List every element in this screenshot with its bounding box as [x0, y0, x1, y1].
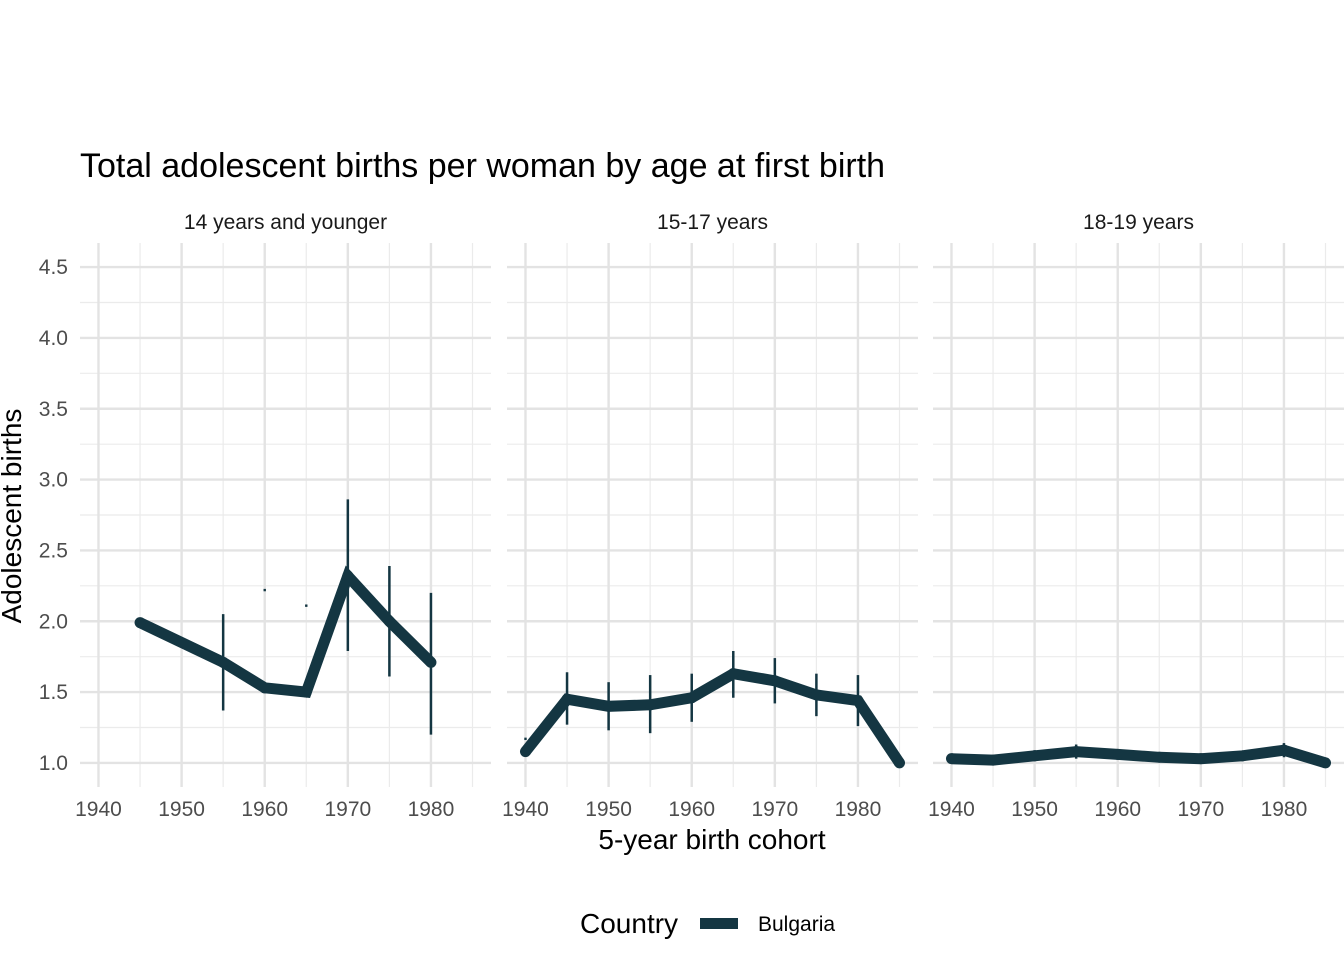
- data-point: [769, 675, 781, 687]
- x-tick-label: 1940: [502, 798, 549, 821]
- x-tick-label: 1970: [324, 798, 371, 821]
- facet-strip-label: 15-17 years: [657, 211, 768, 234]
- x-tick-label: 1980: [1261, 798, 1308, 821]
- stray-mark: [305, 604, 308, 607]
- x-tick-label: 1980: [408, 798, 455, 821]
- y-tick-label: 1.0: [39, 752, 68, 775]
- y-axis-title: Adolescent births: [0, 409, 27, 624]
- data-point: [644, 699, 656, 711]
- y-tick-label: 2.5: [39, 539, 68, 562]
- x-tick-label: 1940: [75, 798, 122, 821]
- facet-panels: 14 years and younger 1940 1950 1960 1970 1980…: [39, 211, 1344, 821]
- stray-mark: [524, 737, 527, 741]
- x-axis-title: 5-year birth cohort: [598, 824, 825, 855]
- x-tick-label: 1970: [751, 798, 798, 821]
- data-point: [1112, 748, 1124, 760]
- data-point: [134, 617, 146, 629]
- data-point: [894, 757, 906, 769]
- data-point: [300, 686, 312, 698]
- data-point: [561, 693, 573, 705]
- series-line-bulgaria: [951, 744, 1328, 769]
- x-tick-label: 1960: [1094, 798, 1141, 821]
- data-point: [603, 700, 615, 712]
- series-line-bulgaria: [137, 565, 435, 699]
- x-tick-label: 1980: [835, 798, 882, 821]
- legend-title: Country: [580, 908, 678, 939]
- data-point: [1195, 753, 1207, 765]
- x-tick-label: 1940: [928, 798, 975, 821]
- facet-panel-1: 14 years and younger 1940 1950 1960 1970 1980…: [39, 211, 491, 821]
- data-point: [987, 754, 999, 766]
- data-point: [342, 570, 354, 582]
- data-point: [686, 692, 698, 704]
- data-point: [1278, 744, 1290, 756]
- legend: Country Bulgaria: [580, 908, 835, 939]
- y-tick-label: 3.0: [39, 469, 68, 492]
- data-point: [519, 746, 531, 758]
- data-point: [259, 682, 271, 694]
- facet-panel-3: 18-19 years 1940 1950 1960 1970 1980: [928, 211, 1344, 821]
- y-tick-label: 2.0: [39, 610, 68, 633]
- x-tick-label: 1950: [158, 798, 205, 821]
- data-point: [852, 695, 864, 707]
- data-point: [1070, 746, 1082, 758]
- facet-strip-label: 18-19 years: [1083, 211, 1194, 234]
- chart-title: Total adolescent births per woman by age…: [80, 147, 885, 185]
- data-point: [1320, 757, 1332, 769]
- x-tick-label: 1950: [585, 798, 632, 821]
- data-point: [425, 656, 437, 668]
- x-tick-label: 1970: [1177, 798, 1224, 821]
- y-tick-label: 4.0: [39, 327, 68, 350]
- data-point: [383, 615, 395, 627]
- series-line-bulgaria: [521, 667, 905, 766]
- data-point: [1153, 751, 1165, 763]
- data-point: [1029, 750, 1041, 762]
- stray-mark: [263, 588, 266, 592]
- data-point: [945, 753, 957, 765]
- data-point: [727, 668, 739, 680]
- legend-key-bulgaria: [700, 918, 738, 929]
- data-point: [217, 656, 229, 668]
- x-tick-label: 1960: [668, 798, 715, 821]
- x-tick-label: 1950: [1011, 798, 1058, 821]
- x-tick-label: 1960: [241, 798, 288, 821]
- y-tick-label: 4.5: [39, 256, 68, 279]
- y-tick-label: 1.5: [39, 681, 68, 704]
- legend-label-bulgaria: Bulgaria: [758, 913, 835, 936]
- y-tick-label: 3.5: [39, 398, 68, 421]
- data-point: [810, 689, 822, 701]
- data-point: [1236, 750, 1248, 762]
- facet-panel-2: 15-17 years 1940 1950 1960 1970 1980: [502, 211, 918, 821]
- facet-strip-label: 14 years and younger: [184, 211, 387, 234]
